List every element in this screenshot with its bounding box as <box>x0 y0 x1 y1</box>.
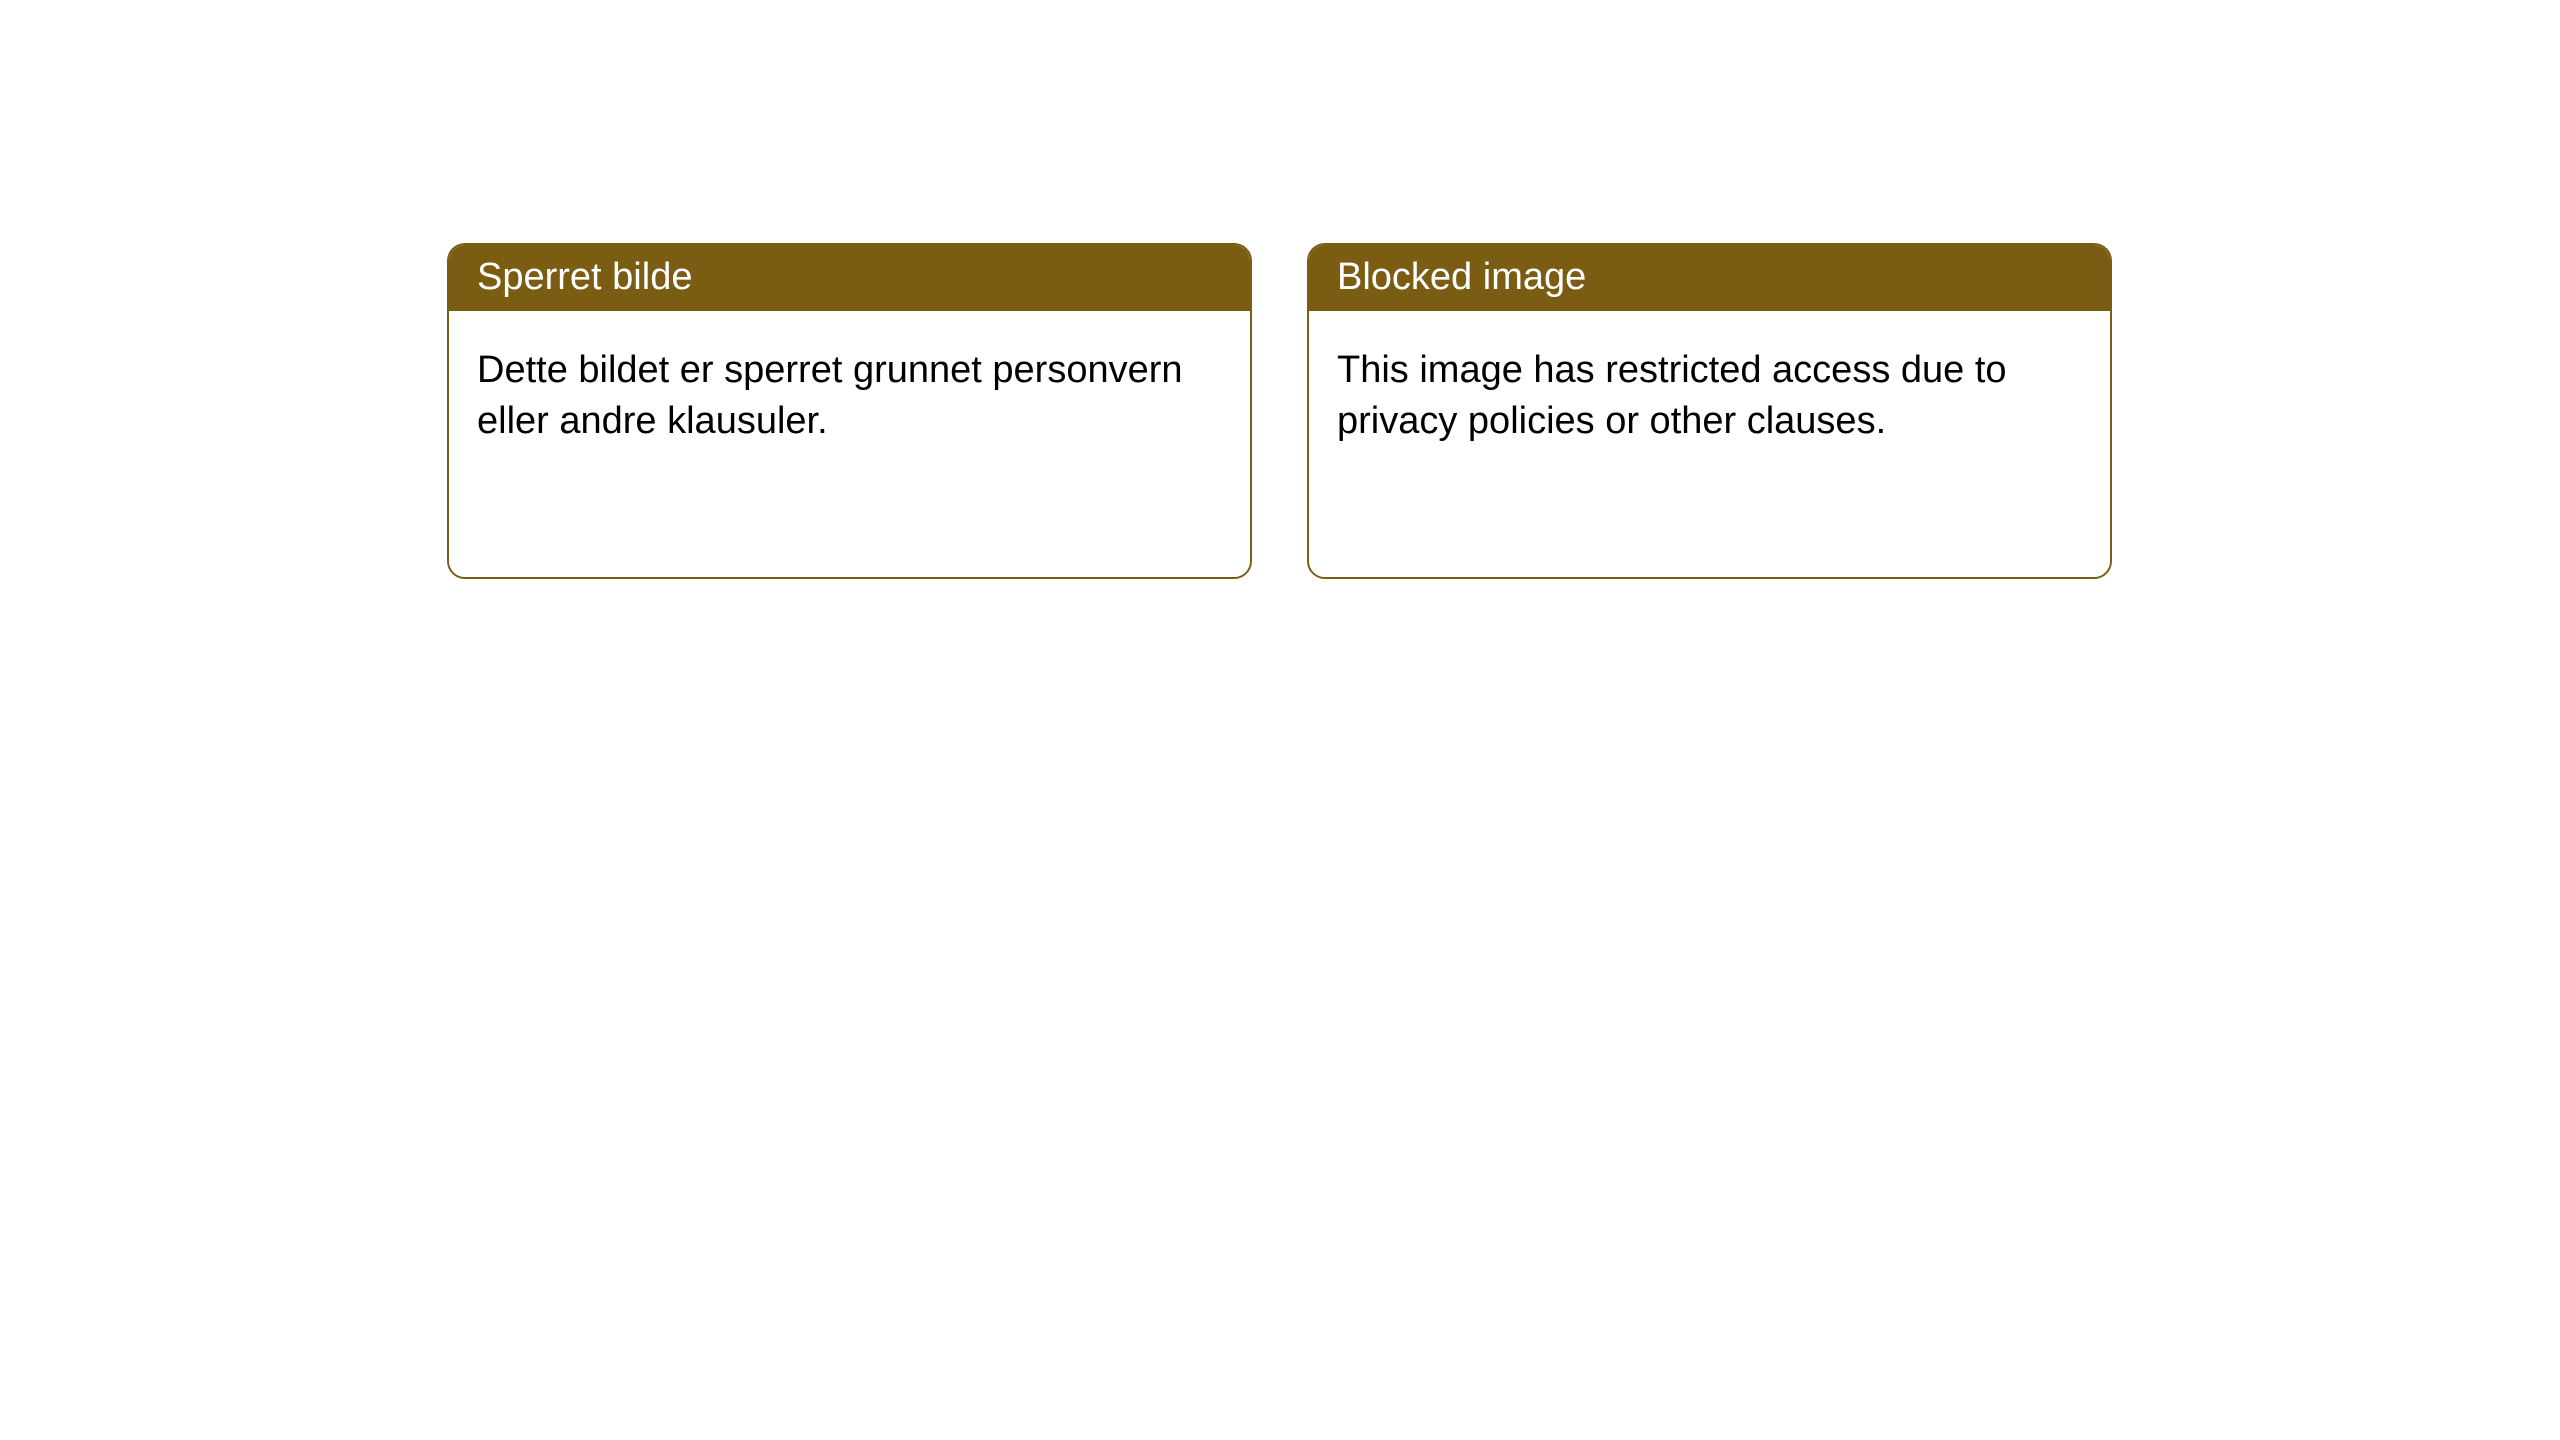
notices-container: Sperret bilde Dette bildet er sperret gr… <box>0 0 2560 579</box>
notice-header-en: Blocked image <box>1309 245 2110 311</box>
notice-title-no: Sperret bilde <box>477 256 692 298</box>
notice-text-en: This image has restricted access due to … <box>1337 349 2007 442</box>
notice-text-no: Dette bildet er sperret grunnet personve… <box>477 349 1183 442</box>
notice-card-no: Sperret bilde Dette bildet er sperret gr… <box>447 243 1252 579</box>
notice-header-no: Sperret bilde <box>449 245 1250 311</box>
notice-card-en: Blocked image This image has restricted … <box>1307 243 2112 579</box>
notice-title-en: Blocked image <box>1337 256 1586 298</box>
notice-body-en: This image has restricted access due to … <box>1309 311 2110 577</box>
notice-body-no: Dette bildet er sperret grunnet personve… <box>449 311 1250 577</box>
